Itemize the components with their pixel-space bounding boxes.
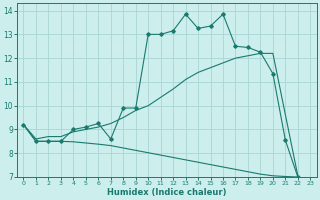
X-axis label: Humidex (Indice chaleur): Humidex (Indice chaleur) xyxy=(107,188,227,197)
